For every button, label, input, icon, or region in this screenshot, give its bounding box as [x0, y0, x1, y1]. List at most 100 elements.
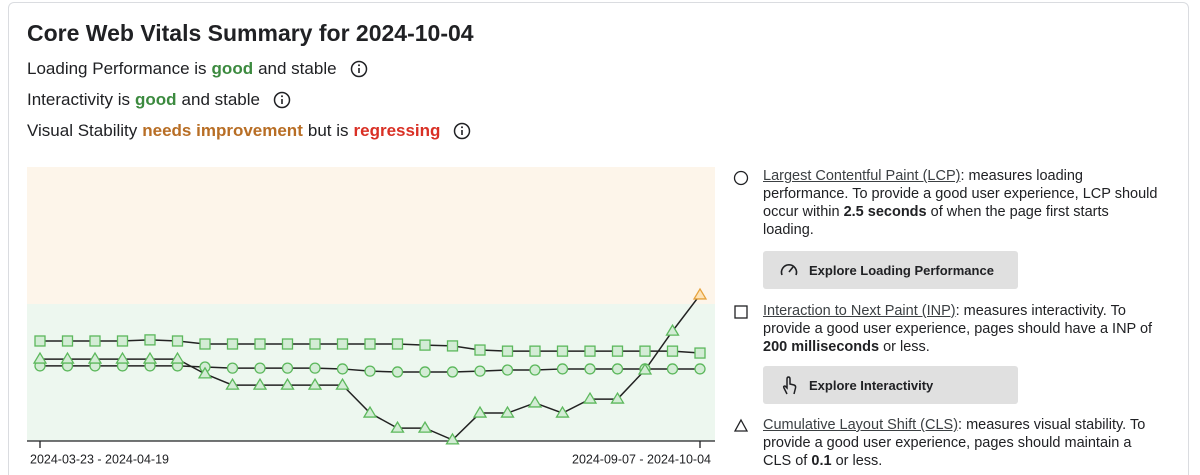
note-text: : measures interactivity. To provide a g… — [763, 303, 1153, 337]
x-tick-label: 2024-03-23 - 2024-04-19 — [30, 452, 169, 466]
marker — [610, 391, 625, 404]
marker — [474, 365, 486, 377]
status-line: Interactivity is good and stable — [27, 90, 291, 110]
marker — [529, 345, 541, 357]
marker — [500, 405, 515, 418]
marker — [584, 363, 596, 375]
hand-icon — [782, 376, 797, 395]
marker — [390, 420, 405, 433]
legend-marker — [734, 305, 748, 319]
status-text: Loading Performance is — [27, 59, 207, 78]
marker — [555, 405, 570, 418]
button-label: Explore Loading Performance — [809, 262, 994, 278]
marker — [144, 334, 156, 346]
marker — [474, 344, 486, 356]
marker — [307, 377, 323, 390]
marker — [89, 335, 101, 347]
status-text: and stable — [181, 90, 260, 109]
marker — [666, 363, 679, 375]
x-tick-label: 2024-09-07 - 2024-10-04 — [572, 452, 711, 466]
marker — [142, 351, 158, 364]
metric-note: Largest Contentful Paint (LCP): measures… — [763, 167, 1163, 239]
marker — [446, 340, 459, 352]
note-text: : measures loading performance. To provi… — [763, 168, 1158, 220]
marker — [584, 345, 596, 357]
button-label: Explore Interactivity — [809, 377, 934, 393]
status-text: Visual Stability — [27, 121, 138, 140]
marker — [364, 338, 376, 350]
card — [8, 2, 1189, 475]
marker — [280, 377, 295, 390]
note-emphasis: 200 milliseconds — [763, 339, 880, 355]
status-rating: needs improvement — [142, 121, 303, 140]
marker — [309, 338, 321, 350]
status-text: but is — [307, 121, 349, 140]
marker — [419, 339, 431, 351]
legend-markers — [733, 170, 749, 432]
status-text: and stable — [258, 59, 337, 78]
marker — [34, 335, 46, 347]
marker — [226, 338, 239, 350]
status-rating: good — [211, 59, 254, 78]
button[interactable]: Explore Interactivity — [763, 366, 1018, 404]
info-icon[interactable] — [350, 60, 368, 78]
marker — [309, 362, 321, 374]
info-icon[interactable] — [453, 122, 471, 140]
marker — [582, 391, 598, 404]
status-text: Interactivity is — [27, 90, 130, 109]
marker — [364, 365, 376, 377]
marker — [281, 362, 294, 374]
marker — [281, 338, 294, 350]
note-text: : measures visual stability. To provide … — [763, 417, 1146, 469]
marker — [639, 345, 651, 357]
note-text: or less. — [835, 453, 883, 469]
metric-note: Interaction to Next Paint (INP): measure… — [763, 302, 1163, 356]
info-icon[interactable] — [273, 91, 291, 109]
marker — [556, 363, 569, 375]
marker — [115, 351, 130, 364]
legend-marker — [733, 170, 749, 186]
marker — [391, 338, 404, 350]
status-trend: regressing — [353, 121, 441, 140]
legend-label[interactable]: Largest Contentful Paint (LCP) — [763, 168, 961, 184]
chart: 2024-03-23 - 2024-04-19 2024-09-07 - 2024… — [27, 167, 715, 466]
marker — [472, 405, 488, 418]
status-rating: good — [134, 90, 177, 109]
marker — [225, 377, 240, 390]
zone-band — [27, 167, 715, 304]
marker — [362, 405, 378, 418]
note-text: or less. — [883, 339, 930, 355]
marker — [87, 351, 103, 364]
marker — [197, 366, 213, 379]
marker — [254, 338, 266, 350]
legend-label[interactable]: Cumulative Layout Shift (CLS) — [763, 417, 959, 433]
marker — [501, 345, 514, 357]
marker — [336, 363, 349, 375]
marker — [199, 338, 211, 350]
marker — [171, 335, 184, 347]
marker — [419, 366, 431, 378]
marker — [61, 335, 74, 347]
marker — [445, 432, 460, 445]
button[interactable]: Explore Loading Performance — [763, 251, 1018, 289]
marker — [556, 345, 569, 357]
marker — [611, 363, 624, 375]
marker — [32, 351, 48, 364]
gauge-icon — [780, 264, 798, 276]
marker — [446, 366, 459, 378]
legend-label[interactable]: Interaction to Next Paint (INP) — [763, 303, 956, 319]
marker — [391, 366, 404, 378]
status-line: Visual Stability needs improvement but i… — [27, 121, 471, 141]
marker — [666, 345, 679, 357]
marker — [336, 338, 349, 350]
marker — [335, 377, 350, 390]
marker — [252, 377, 268, 390]
marker — [226, 362, 239, 374]
note-emphasis: 0.1 — [811, 453, 832, 469]
note-text: of when the page first starts loading. — [763, 204, 1109, 238]
marker — [637, 362, 653, 375]
marker — [60, 351, 75, 364]
marker — [170, 351, 185, 364]
marker — [116, 335, 129, 347]
